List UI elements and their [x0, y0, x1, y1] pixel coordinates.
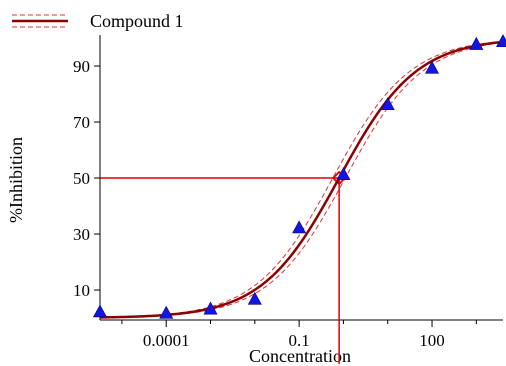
legend-label: Compound 1 — [90, 11, 184, 31]
y-axis-title: %Inhibition — [6, 137, 26, 223]
x-tick-label: 100 — [419, 331, 445, 350]
data-point — [203, 301, 218, 315]
data-point — [469, 36, 484, 50]
data-point — [159, 305, 174, 319]
confidence-band-upper — [99, 40, 504, 318]
y-tick-label: 10 — [73, 281, 90, 300]
x-tick-label: 0.0001 — [143, 331, 190, 350]
x-ticks: 0.0001 0.1 100 — [121, 320, 477, 350]
legend: Compound 1 — [12, 11, 184, 31]
data-points — [92, 34, 506, 319]
x-axis-title: Concentration — [249, 346, 351, 366]
x-tick-label: 0.1 — [289, 331, 310, 350]
data-point — [380, 97, 395, 111]
y-tick-label: 70 — [73, 113, 90, 132]
data-point — [495, 34, 506, 48]
confidence-band-lower — [99, 42, 504, 319]
data-point — [92, 304, 108, 318]
data-point — [247, 291, 262, 305]
data-point — [336, 167, 351, 181]
y-ticks: 10 30 50 70 90 — [73, 57, 100, 300]
fit-curve-line — [99, 40, 504, 319]
y-tick-label: 90 — [73, 57, 90, 76]
fit-curve — [99, 40, 504, 319]
data-point — [292, 220, 307, 234]
y-tick-label: 50 — [73, 169, 90, 188]
y-tick-label: 30 — [73, 225, 90, 244]
data-point — [425, 60, 440, 74]
